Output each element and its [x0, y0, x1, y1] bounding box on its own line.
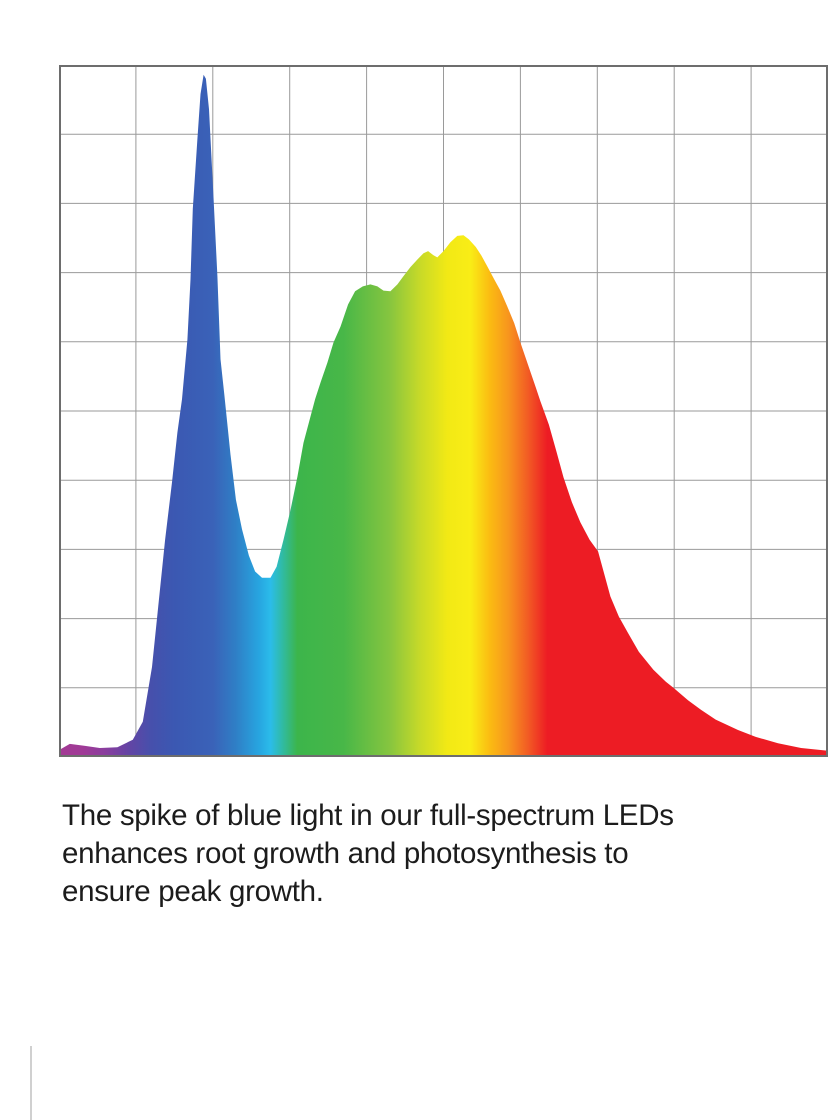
caption-line-1: The spike of blue light in our full-spec… — [62, 799, 674, 832]
caption-line-3: ensure peak growth. — [62, 875, 324, 908]
caption-line-2: enhances root growth and photosynthesis … — [62, 837, 629, 870]
bottom-left-rule — [30, 1046, 32, 1120]
spectrum-chart — [59, 65, 828, 757]
spectrum-area-plot — [59, 65, 828, 757]
chart-caption: The spike of blue light in our full-spec… — [62, 797, 822, 911]
